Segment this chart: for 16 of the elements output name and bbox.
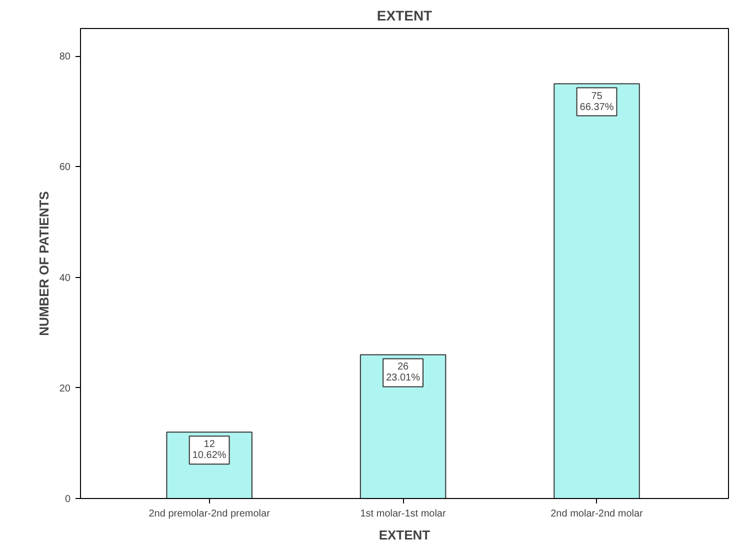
chart-title: EXTENT	[376, 8, 433, 24]
data-label: 26 23.01%	[386, 362, 420, 384]
data-label: 12 10.62%	[192, 439, 226, 462]
x-tick-label: 2nd molar-2nd molar	[550, 508, 644, 520]
x-axis-title: EXTENT	[378, 528, 430, 542]
data-label: 75 66.37%	[580, 90, 614, 113]
y-tick-label: 60	[59, 162, 71, 174]
y-tick-label: 20	[59, 383, 71, 394]
y-tick-label: 0	[64, 494, 71, 505]
x-tick-label: 1st molar-1st molar	[360, 508, 447, 520]
y-tick-label: 80	[59, 52, 71, 63]
y-axis-title: NUMBER OF PATIENTS	[36, 190, 52, 336]
bar	[554, 83, 640, 498]
bar	[360, 354, 446, 498]
x-tick-label: 2nd premolar-2nd premolar	[148, 508, 271, 520]
y-tick-label: 40	[59, 272, 71, 284]
